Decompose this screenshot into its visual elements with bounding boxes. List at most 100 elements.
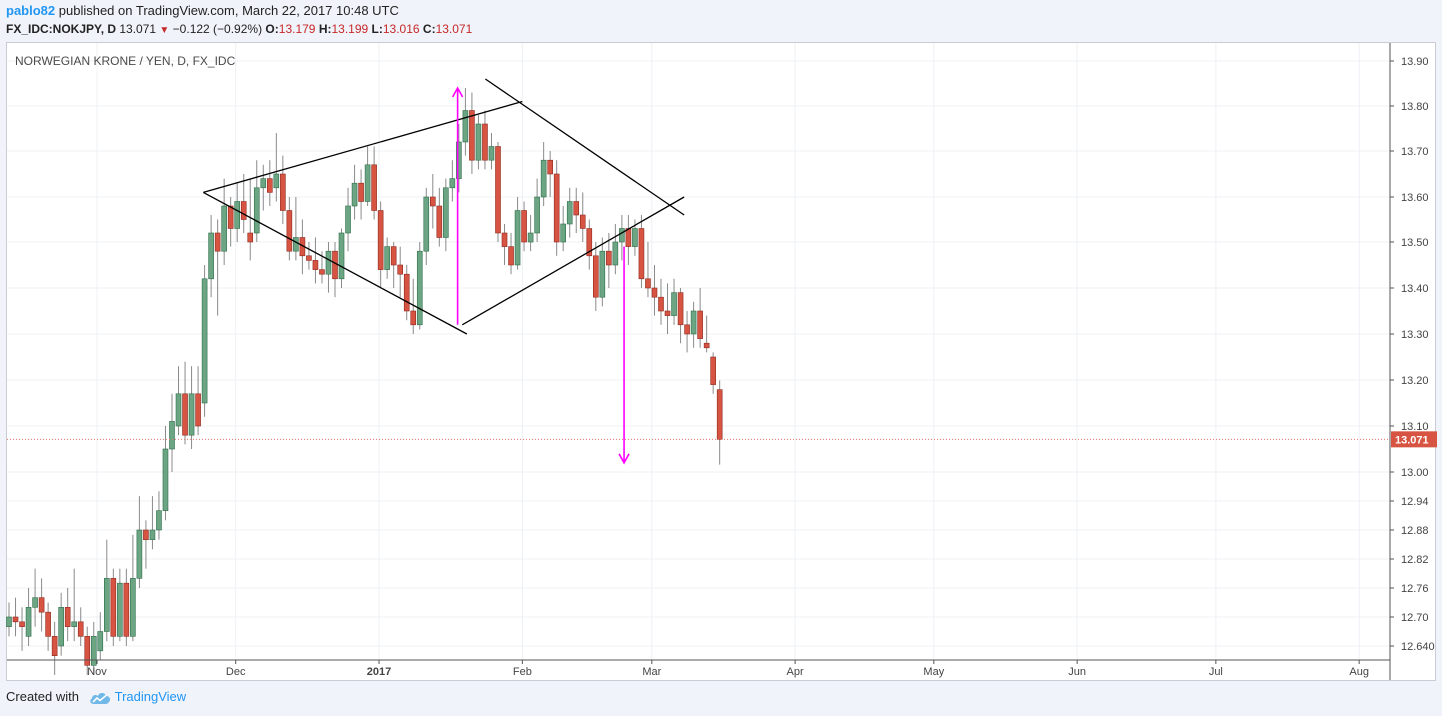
candle <box>253 160 260 242</box>
candle <box>64 588 71 642</box>
pattern-drawings <box>203 78 685 465</box>
candle <box>625 215 632 265</box>
candle <box>592 242 599 311</box>
candle-body <box>188 393 195 436</box>
y-tick-label: 13.90 <box>1401 56 1429 68</box>
candle <box>677 288 684 344</box>
candle <box>19 607 25 651</box>
trend-line[interactable] <box>461 196 685 326</box>
candle <box>716 380 723 465</box>
footer: Created with TradingView <box>6 689 186 705</box>
candle <box>475 115 482 170</box>
candle-body <box>266 178 273 193</box>
candle-body <box>273 173 280 189</box>
candle <box>32 568 38 627</box>
candle <box>579 192 586 242</box>
candle-body <box>260 178 267 189</box>
candle <box>540 142 547 206</box>
projection-arrow[interactable] <box>618 246 630 465</box>
candle <box>358 169 364 220</box>
y-tick-label: 12.82 <box>1401 554 1429 566</box>
chart-frame[interactable] <box>6 42 1436 681</box>
candle <box>690 301 697 348</box>
candle-body <box>45 611 51 637</box>
projection-arrow[interactable] <box>451 86 464 325</box>
x-tick-label: 2017 <box>367 666 391 678</box>
candle <box>488 133 495 170</box>
candle <box>306 242 312 270</box>
time-axis[interactable]: Nov Dec 2017 Feb Mar Apr May Jun Jul Aug <box>7 659 1390 678</box>
trend-line[interactable] <box>484 78 685 216</box>
candle-body <box>716 389 723 440</box>
price-axis[interactable]: 12.640 12.70 12.76 12.82 12.88 12.94 13.00 13.1… <box>1389 43 1435 680</box>
candle-body <box>645 278 651 289</box>
candle <box>312 237 319 284</box>
tradingview-cloud-icon <box>89 692 110 704</box>
candle-body <box>403 273 410 312</box>
candle <box>77 607 84 646</box>
candle <box>201 265 208 417</box>
candle <box>384 237 390 279</box>
candle <box>332 242 338 298</box>
candle-body <box>58 607 64 647</box>
candle <box>234 183 240 242</box>
candle-body <box>436 205 443 238</box>
x-tick-label: May <box>923 666 944 678</box>
candle-body <box>619 228 625 243</box>
candle-body <box>364 164 371 202</box>
chart-title: NORWEGIAN KRONE / YEN, D, FX_IDC <box>15 54 236 68</box>
candle <box>456 124 462 193</box>
y-tick-label: 13.40 <box>1401 283 1429 295</box>
current-price-line: 13.071 <box>7 431 1437 448</box>
candle <box>521 201 527 252</box>
candle-body <box>397 264 404 275</box>
low-value: 13.016 <box>382 22 420 36</box>
high-label: H: <box>318 22 332 36</box>
candle-body <box>390 246 397 266</box>
candle <box>514 197 521 270</box>
candle <box>240 174 247 233</box>
candle <box>169 393 175 472</box>
close-label: C: <box>422 22 436 36</box>
candle <box>260 164 267 211</box>
author-link[interactable]: pablo82 <box>6 3 56 18</box>
y-tick-label: 13.30 <box>1401 329 1429 341</box>
candle <box>658 278 664 325</box>
candle-body <box>130 578 136 637</box>
candle-body <box>234 201 240 229</box>
candle <box>566 187 573 238</box>
candle-body <box>345 205 351 234</box>
candle-body <box>156 510 162 531</box>
candle-body <box>599 250 606 298</box>
candle <box>710 352 716 394</box>
candle-body <box>104 578 110 632</box>
candle <box>156 491 162 540</box>
published-text: published on TradingView.com, March 22, … <box>58 3 399 18</box>
candle <box>45 602 51 651</box>
candle-body <box>110 578 117 637</box>
candle <box>25 588 32 646</box>
close-value: 13.071 <box>435 22 473 36</box>
candle <box>208 215 214 298</box>
candle-body <box>253 187 260 234</box>
trend-line[interactable] <box>203 191 468 335</box>
arrow-head <box>451 86 464 98</box>
trend-line[interactable] <box>203 100 523 194</box>
candle-body <box>377 210 384 270</box>
candle-body <box>195 393 201 427</box>
candle-body <box>540 159 547 198</box>
candle <box>403 265 410 321</box>
y-tick-label: 13.20 <box>1401 375 1429 387</box>
ohlc-line: FX_IDC:NOKJPY, D 13.071 ▼ −0.122 (−0.92%… <box>6 22 472 36</box>
tradingview-link[interactable]: TradingView <box>114 689 187 704</box>
candle-body <box>84 636 91 666</box>
candle <box>90 621 97 675</box>
candle-body <box>521 210 527 243</box>
candle <box>58 592 64 656</box>
candle <box>377 201 384 288</box>
candle <box>338 228 345 288</box>
candle <box>286 197 293 261</box>
candle-body <box>462 110 469 143</box>
candle-body <box>143 529 149 540</box>
